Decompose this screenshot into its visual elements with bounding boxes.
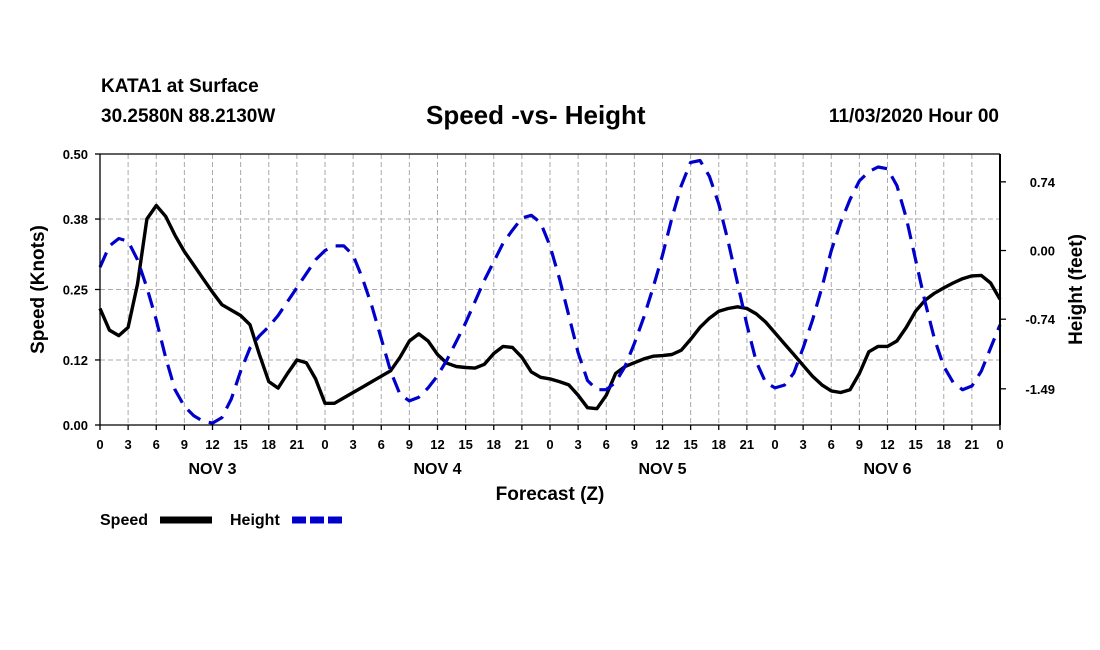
grid-lines (100, 154, 1000, 425)
right-y-axis-title: Height (feet) (1066, 234, 1087, 345)
x-tick-label: 0 (771, 437, 778, 452)
chart-title: Speed -vs- Height (426, 100, 646, 130)
height-series-line (98, 158, 1002, 425)
x-tick-label: 21 (740, 437, 754, 452)
x-tick-label: 6 (378, 437, 385, 452)
x-tick-label: 18 (937, 437, 951, 452)
x-tick-label: 12 (880, 437, 894, 452)
x-tick-label: 9 (631, 437, 638, 452)
y2-tick-label: 0.74 (1030, 175, 1056, 190)
x-tick-label: 12 (655, 437, 669, 452)
x-tick-label: 18 (487, 437, 501, 452)
day-label: NOV 4 (413, 461, 461, 478)
x-tick-label: 3 (800, 437, 807, 452)
x-tick-label: 6 (828, 437, 835, 452)
legend-label-speed: Speed (100, 512, 148, 529)
x-tick-label: 21 (515, 437, 529, 452)
x-tick-label: 3 (125, 437, 132, 452)
day-label: NOV 5 (638, 461, 686, 478)
x-tick-label: 9 (181, 437, 188, 452)
day-label: NOV 6 (863, 461, 911, 478)
x-tick-label: 9 (406, 437, 413, 452)
x-tick-label: 6 (153, 437, 160, 452)
y-tick-label: 0.38 (63, 212, 88, 227)
x-tick-label: 3 (350, 437, 357, 452)
x-tick-label: 15 (458, 437, 472, 452)
x-tick-label: 18 (262, 437, 276, 452)
x-tick-label: 15 (683, 437, 697, 452)
left-y-axis-title: Speed (Knots) (28, 225, 49, 354)
plot-frame (95, 153, 1006, 430)
y-tick-label: 0.50 (63, 147, 88, 162)
legend-label-height: Height (230, 512, 280, 529)
y-tick-label: 0.25 (63, 283, 88, 298)
day-label: NOV 3 (188, 461, 236, 478)
x-tick-label: 0 (321, 437, 328, 452)
speed-series-line (98, 203, 1002, 411)
station-label: KATA1 at Surface (101, 76, 259, 97)
series-lines (98, 158, 1002, 425)
x-tick-label: 12 (205, 437, 219, 452)
axis-labels: 0.00 0.12 0.25 0.38 0.50 0.74 0.00 -0.74 -1.49 0 3… (28, 147, 1087, 505)
x-tick-label: 3 (575, 437, 582, 452)
x-tick-label: 12 (430, 437, 444, 452)
y-tick-label: 0.12 (63, 353, 88, 368)
y2-tick-label: 0.00 (1030, 244, 1055, 259)
x-tick-label: 0 (996, 437, 1003, 452)
x-tick-label: 0 (96, 437, 103, 452)
x-tick-label: 9 (856, 437, 863, 452)
x-tick-label: 6 (603, 437, 610, 452)
x-tick-label: 0 (546, 437, 553, 452)
y2-tick-label: -1.49 (1025, 382, 1055, 397)
x-axis-title: Forecast (Z) (496, 484, 605, 505)
x-tick-label: 21 (965, 437, 979, 452)
forecast-datetime: 11/03/2020 Hour 00 (828, 106, 999, 127)
legend: Speed Height (100, 512, 343, 529)
x-tick-label: 21 (290, 437, 304, 452)
y2-tick-label: -0.74 (1025, 312, 1055, 327)
x-tick-label: 18 (712, 437, 726, 452)
x-tick-label: 15 (233, 437, 247, 452)
coordinates-label: 30.2580N 88.2130W (101, 106, 276, 127)
x-tick-label: 15 (908, 437, 922, 452)
y-tick-label: 0.00 (63, 418, 88, 433)
